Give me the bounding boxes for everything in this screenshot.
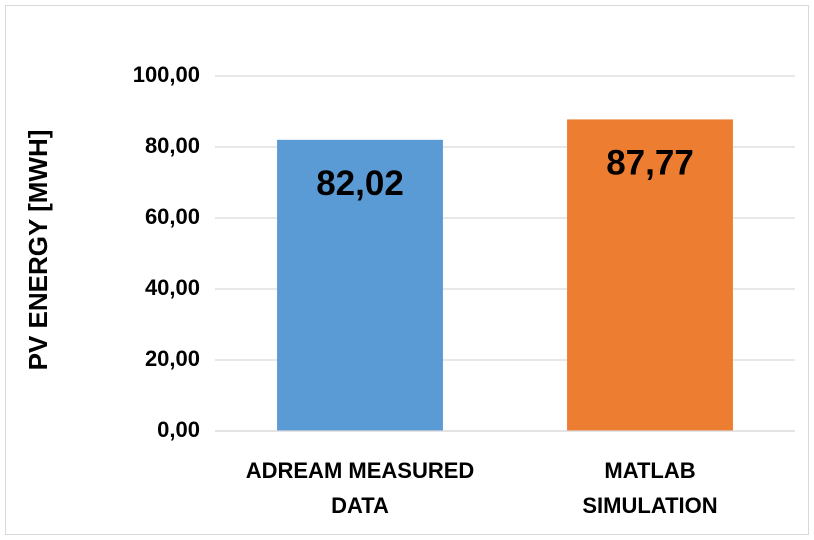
- x-tick-label: MATLAB SIMULATION: [582, 458, 718, 518]
- y-tick-label: 100,00: [133, 62, 200, 87]
- bar: [277, 139, 443, 432]
- y-axis-label: PV ENERGY [MWH]: [23, 130, 53, 371]
- data-label: 82,02: [316, 164, 404, 203]
- y-tick-label: 0,00: [157, 417, 200, 442]
- bar: [567, 119, 733, 431]
- x-tick-label: ADREAM MEASURED DATA: [245, 458, 475, 518]
- y-tick-label: 80,00: [145, 133, 200, 158]
- y-tick-label: 40,00: [145, 275, 200, 300]
- y-tick-label: 20,00: [145, 346, 200, 371]
- data-label: 87,77: [606, 144, 694, 183]
- y-tick-label: 60,00: [145, 204, 200, 229]
